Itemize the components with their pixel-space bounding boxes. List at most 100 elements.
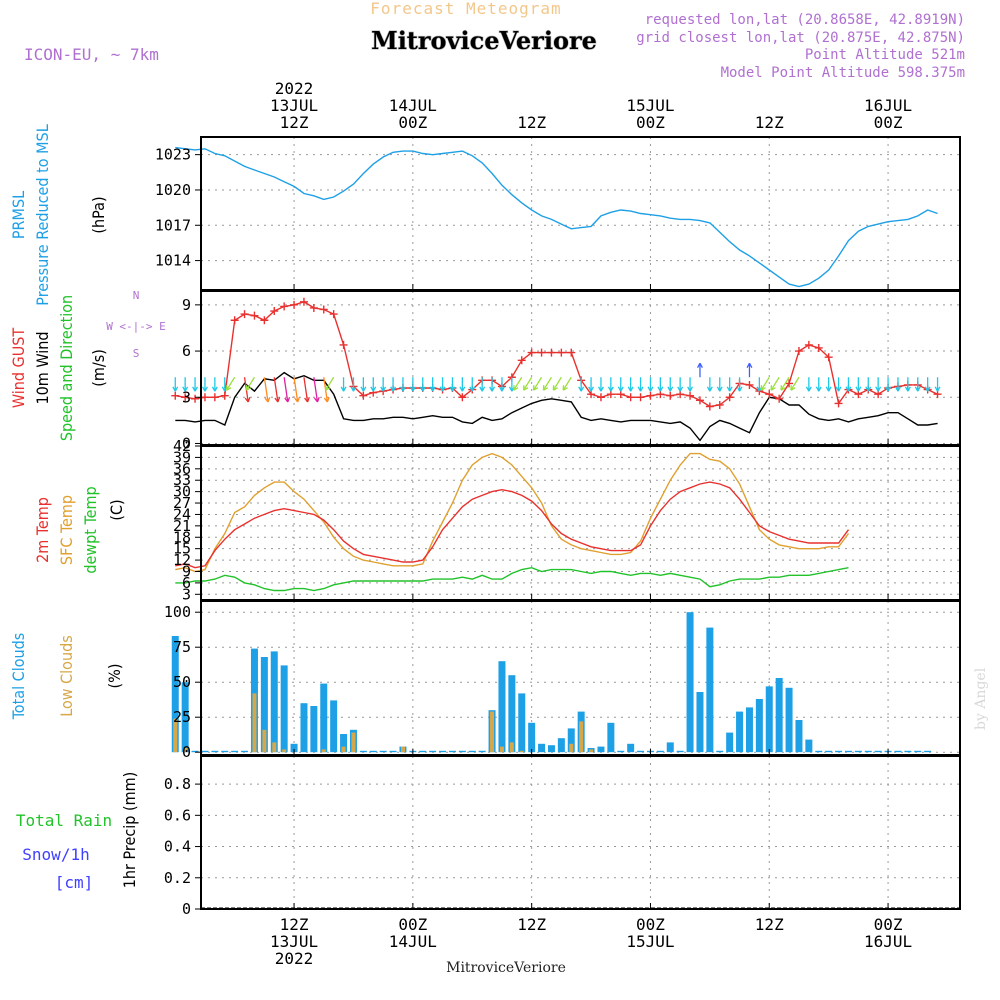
wind-arrow-head [513,385,519,391]
wind-arrow [313,377,319,403]
wind-arrow-head [805,386,812,392]
total-cloud-bar [448,750,456,753]
gust-marker [290,300,299,309]
total-cloud-bar [874,750,882,753]
wind-arrow-head [825,386,832,392]
wind-arrow-head [409,386,416,392]
gust-marker [814,343,823,352]
wind-arrow-head [313,397,320,403]
wind-arrow-head [449,386,456,392]
wind-arrow-head [304,397,310,403]
total-cloud-bar [221,750,229,753]
total-cloud-bar [439,750,447,753]
y-tick-label: 33 [173,471,191,489]
axis-layer [195,136,961,910]
low-cloud-bar [262,729,267,753]
wind-arrow-head [885,386,892,392]
gust-marker [676,390,685,399]
gust-marker [329,310,338,319]
wind-speed-line [175,371,938,442]
2m-temp-line [175,481,850,569]
total-cloud-bar [904,750,912,753]
total-cloud-bar [765,686,773,753]
total-cloud-bar [696,692,704,753]
label-cm: [cm] [55,873,94,892]
total-cloud-bar [676,750,684,753]
wind-arrow-head [855,386,862,392]
low-cloud-bar [519,750,524,753]
gust-marker [596,393,605,402]
gust-marker [171,391,180,400]
footer-station: MitroviceVeriore [446,960,566,976]
panel-frame [200,755,961,910]
total-cloud-bar [825,750,833,753]
label-snow: Snow/1h [22,845,89,864]
low-cloud-bar [173,718,178,753]
wind-arrow-head [736,386,743,392]
time-label-bottom: 12Z [280,915,309,934]
wind-arrow [552,376,562,391]
gust-marker [666,391,675,400]
total-cloud-bar [290,743,298,753]
total-cloud-bar [736,711,744,753]
total-cloud-bar [854,750,862,753]
wind-arrow [303,377,309,403]
compass-n: N [133,289,140,302]
wind-arrow-head [627,386,634,392]
time-label-top: 15JUL [626,96,674,115]
gust-marker [250,311,259,320]
gust-marker [339,340,348,349]
total-cloud-bar [270,651,278,753]
total-cloud-bar [805,739,813,753]
wind-arrow-head [294,397,301,403]
gust-marker [557,348,566,357]
label-precip-axis: 1hr Precip (mm) [120,772,139,889]
time-label-bottom: 00Z [636,915,665,934]
wind-arrow [760,376,770,391]
wind-arrow-head [617,386,624,392]
low-cloud-bar [589,749,594,753]
total-cloud-bar [508,675,516,753]
compass-s: S [133,347,140,360]
total-cloud-bar [201,750,209,753]
low-cloud-bar [490,711,495,753]
y-tick-label: 0 [182,900,191,918]
y-tick-label: 36 [173,460,191,478]
time-label-top: 12Z [517,113,546,132]
wind-arrow-head [325,385,331,391]
low-cloud-bar [282,749,287,753]
low-cloud-bar [351,732,356,753]
y-tick-label: 1023 [155,146,191,164]
wind-arrow-head [498,386,505,392]
wind-arrow-head [815,386,822,392]
total-cloud-bar [835,750,843,753]
y-tick-label: 50 [173,673,191,691]
label-2m-temp: 2m Temp [33,497,52,563]
gust-marker [537,348,546,357]
low-cloud-bar [272,742,277,753]
wind-arrow-head [677,386,684,392]
total-cloud-bar [656,750,664,753]
gust-marker [775,394,784,403]
low-cloud-bar [569,743,574,753]
wind-arrow-head [607,386,614,392]
time-label-bottom: 16JUL [864,932,912,951]
gust-marker [181,393,190,402]
dewpt-line [175,566,849,592]
gust-marker [854,390,863,399]
y-tick-label: 1014 [155,252,191,270]
wind-arrow-head [489,386,496,392]
wind-arrow-head [390,386,397,392]
label-prmsl: PRMSL [9,191,28,239]
wind-arrow [263,377,269,403]
gust-marker [260,316,269,325]
panel-frame [200,136,961,291]
grid-layer [201,137,960,910]
wind-arrow-head [716,386,723,392]
time-label-bottom: 00Z [398,915,427,934]
total-cloud-bar [716,750,724,753]
total-cloud-bar [429,750,437,753]
label-dewpt-temp: dewpt Temp [81,486,100,573]
